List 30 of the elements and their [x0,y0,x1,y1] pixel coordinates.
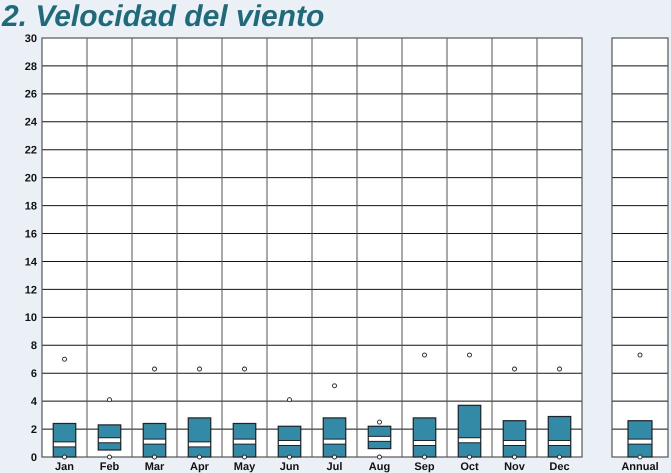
x-tick-label: Oct [460,461,479,473]
x-tick-label: May [234,461,256,473]
x-tick-label: Annual [621,461,659,473]
y-tick-label: 28 [24,60,37,73]
x-tick-label: Jan [55,461,74,473]
chart-title: 2. Velocidad del viento [1,0,324,33]
y-tick-label: 4 [30,396,38,408]
y-tick-label: 30 [24,32,37,45]
y-tick-label: 8 [30,340,37,352]
x-tick-label: Nov [504,461,526,473]
y-tick-label: 22 [24,144,37,157]
x-tick-label: Apr [190,461,210,473]
x-tick-label: Mar [144,461,165,473]
y-tick-label: 14 [24,256,38,268]
y-tick-label: 6 [30,368,37,380]
x-tick-label: Jun [280,461,300,473]
x-tick-label: Jul [326,461,342,473]
y-tick-label: 16 [24,228,37,240]
y-tick-label: 18 [24,200,37,212]
y-tick-label: 12 [24,284,37,296]
x-tick-label: Dec [549,461,570,473]
y-tick-label: 24 [24,116,38,129]
y-tick-label: 20 [24,172,37,185]
x-tick-label: Aug [368,461,390,473]
x-tick-label: Sep [414,461,435,473]
y-tick-label: 0 [30,452,37,464]
y-tick-label: 10 [24,312,37,324]
y-tick-label: 2 [30,424,37,436]
y-tick-label: 26 [24,88,37,101]
x-tick-label: Feb [100,461,120,473]
